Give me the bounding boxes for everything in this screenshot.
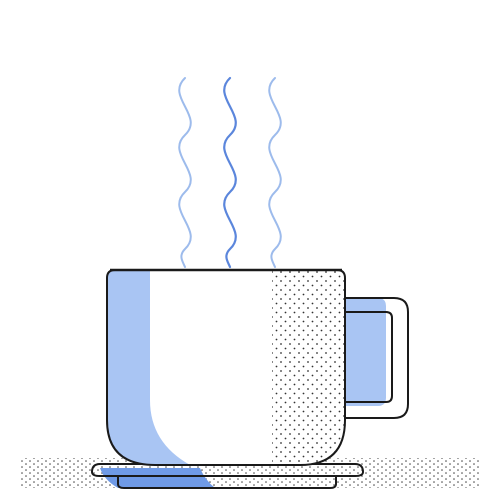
cup-highlight [107,270,205,465]
cup-handle [345,297,409,419]
steam-wave-right [268,77,282,268]
saucer-icon [90,463,365,489]
steam-wave-left [178,77,192,268]
saucer-base [117,476,337,489]
steam-wave-middle [223,76,237,269]
saucer-top [90,463,365,477]
steam-icon [178,76,282,269]
handle-highlight [345,298,386,406]
handle-inner [345,311,393,403]
handle-outer [345,297,409,419]
saucer-highlight [100,468,215,488]
cup-stipple-shading [272,270,345,465]
coffee-cup-icon [106,268,346,466]
